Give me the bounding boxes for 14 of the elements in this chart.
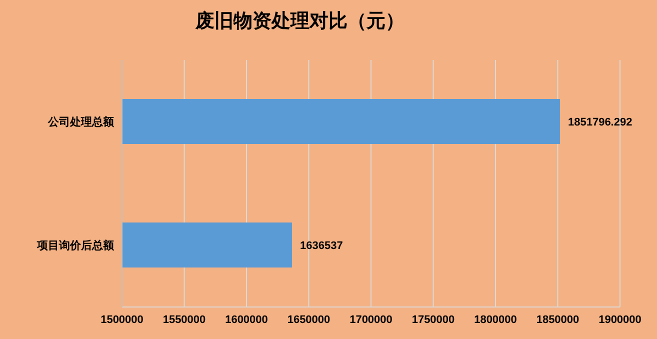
x-tick-label: 1650000	[287, 314, 330, 326]
x-tick-label: 1800000	[474, 314, 517, 326]
x-tick-label: 1600000	[225, 314, 268, 326]
data-label: 1851796.292	[568, 116, 632, 128]
x-tick-label: 1750000	[412, 314, 455, 326]
x-tick-label: 1900000	[598, 314, 642, 326]
x-tick-label: 1500000	[100, 314, 144, 326]
x-tick-label: 1700000	[350, 314, 392, 326]
data-label: 1636537	[300, 240, 343, 252]
x-tick-label: 1850000	[536, 314, 580, 326]
y-tick-label: 公司处理总额	[47, 116, 115, 129]
y-tick-label: 项目询价后总额	[36, 239, 115, 252]
x-tick-label: 1550000	[162, 314, 206, 326]
chart-title: 废旧物资处理对比（元）	[194, 10, 406, 34]
